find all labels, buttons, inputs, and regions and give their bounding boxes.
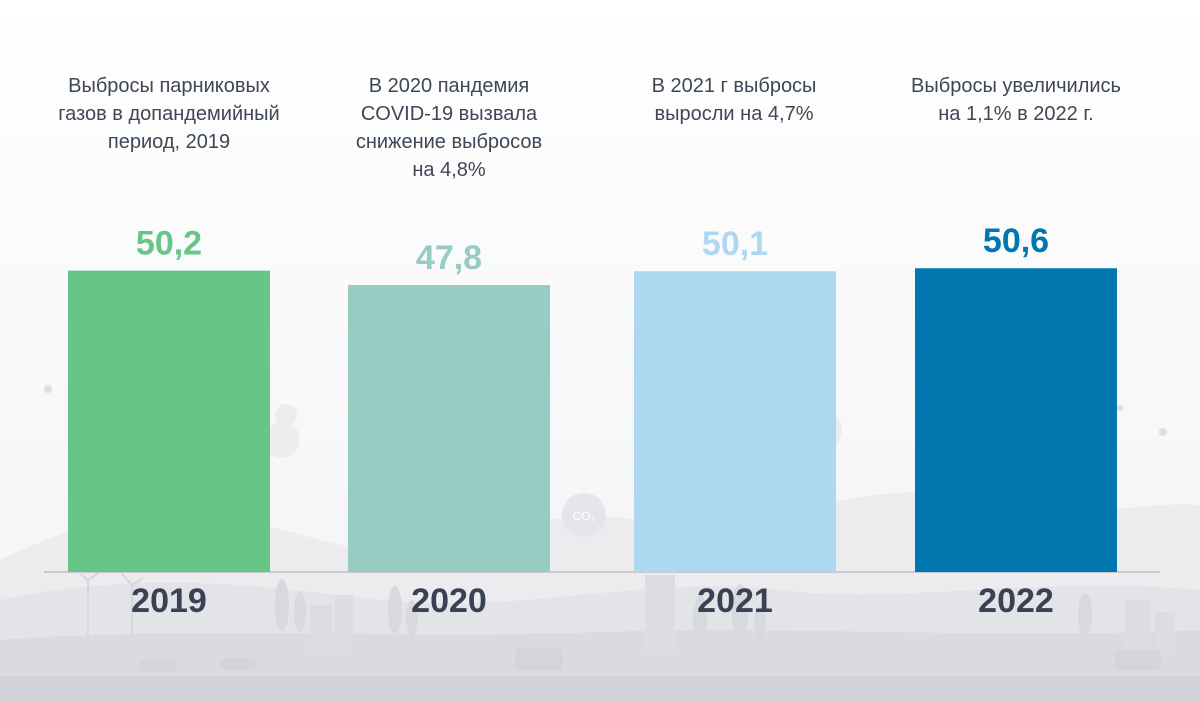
caption-line: Выбросы парниковых — [68, 75, 270, 97]
caption-line: период, 2019 — [107, 131, 231, 153]
category-label-2019: 2019 — [131, 582, 207, 620]
caption-line: снижение выбросов — [355, 131, 543, 153]
value-label-2020: 47,8 — [416, 239, 482, 277]
caption-line: на 4,8% — [412, 159, 486, 181]
caption-2022: Выбросы увеличились на 1,1% в 2022 г. — [876, 72, 1156, 128]
category-label-2022: 2022 — [978, 582, 1054, 620]
bar-2022 — [915, 268, 1117, 572]
caption-line: выросли на 4,7% — [654, 103, 814, 125]
value-label-2019: 50,2 — [136, 225, 202, 263]
bar-2019 — [68, 270, 270, 572]
caption-line: В 2021 г выбросы — [651, 75, 817, 97]
caption-2020: В 2020 пандемия COVID-19 вызвала снижение … — [309, 72, 589, 184]
bar-2020 — [348, 285, 550, 572]
caption-line: COVID-19 вызвала — [360, 103, 538, 125]
caption-line: газов в допандемийный — [58, 103, 280, 125]
co2-bubble-label: CO₂ — [573, 509, 596, 523]
caption-line: на 1,1% в 2022 г. — [938, 103, 1094, 125]
caption-2021: В 2021 г выбросы выросли на 4,7% — [594, 72, 874, 128]
caption-line: В 2020 пандемия — [368, 75, 530, 97]
value-label-2022: 50,6 — [983, 222, 1049, 260]
category-label-2021: 2021 — [697, 582, 773, 620]
bar-2021 — [634, 271, 836, 572]
caption-2019: Выбросы парниковых газов в допандемийный п… — [29, 72, 309, 156]
caption-line: Выбросы увеличились — [911, 75, 1121, 97]
category-label-2020: 2020 — [411, 582, 487, 620]
value-label-2021: 50,1 — [702, 225, 768, 263]
